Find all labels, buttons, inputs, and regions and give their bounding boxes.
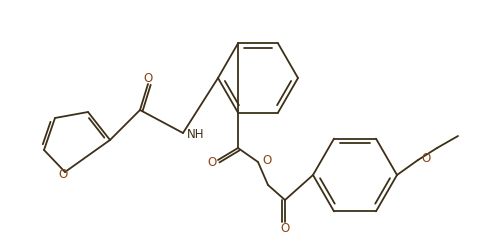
- Text: O: O: [143, 72, 152, 84]
- Text: O: O: [207, 155, 217, 169]
- Text: O: O: [421, 151, 430, 165]
- Text: O: O: [262, 153, 271, 167]
- Text: O: O: [281, 222, 290, 235]
- Text: O: O: [58, 168, 68, 180]
- Text: NH: NH: [187, 129, 205, 142]
